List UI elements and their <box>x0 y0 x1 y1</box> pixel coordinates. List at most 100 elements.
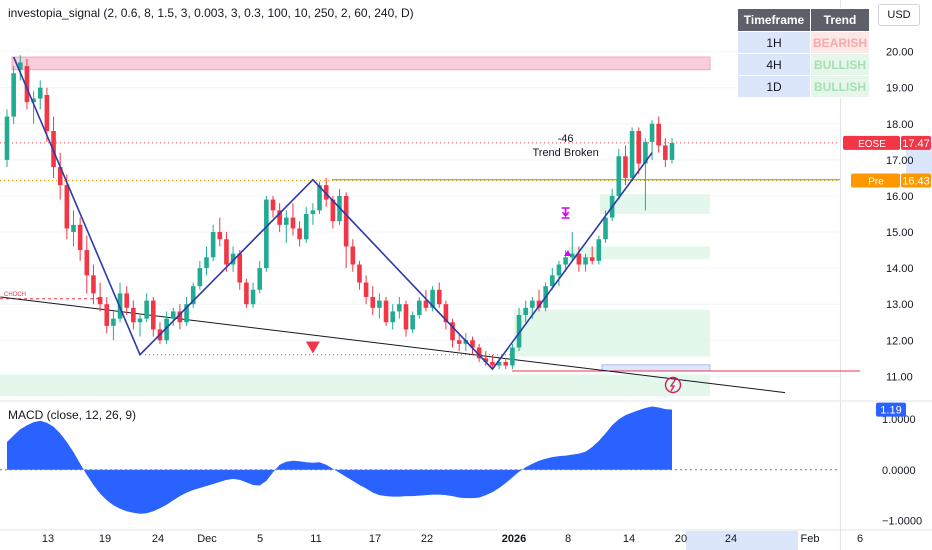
y-tick-label: 20.00 <box>886 47 914 59</box>
candle <box>57 167 63 186</box>
y-tick-label: 17.00 <box>886 155 914 167</box>
candle <box>443 304 449 323</box>
trend-table-trend: BEARISH <box>810 31 870 54</box>
candle <box>224 239 229 265</box>
candle <box>430 289 435 308</box>
candle <box>18 62 23 70</box>
candle <box>663 145 668 160</box>
trend-table-header: Timeframe Trend <box>737 8 870 32</box>
macd-tick-label: −1.0000 <box>882 515 922 527</box>
candle <box>343 195 349 247</box>
x-tick-label: 14 <box>623 533 635 545</box>
candle <box>410 315 415 330</box>
candle <box>496 361 502 366</box>
demand-zone <box>514 309 710 357</box>
y-tick-label: 11.00 <box>886 371 913 383</box>
trend-table-timeframe: 1H <box>737 31 811 54</box>
candle <box>569 253 575 258</box>
candle <box>71 224 76 233</box>
candle <box>284 217 289 225</box>
trend-table-header-timeframe: Timeframe <box>737 8 811 32</box>
macd-pane[interactable] <box>0 406 840 514</box>
candle <box>483 358 489 362</box>
candle <box>210 232 216 258</box>
macd-value-badge: 1.19 <box>880 405 901 417</box>
candle <box>603 217 608 240</box>
candle <box>556 264 562 276</box>
price-badge-value-bg <box>901 135 931 150</box>
candle <box>510 347 515 366</box>
candle <box>403 304 409 330</box>
candle <box>277 210 282 225</box>
candle <box>237 253 243 283</box>
candle <box>536 300 542 308</box>
candle <box>436 289 442 305</box>
x-tick-label: 20 <box>675 533 687 545</box>
x-tick-label: 17 <box>369 533 381 545</box>
price-badge-value-bg <box>901 173 931 188</box>
candle <box>124 293 129 308</box>
candle <box>131 307 136 323</box>
trend-table-timeframe: 4H <box>737 53 811 76</box>
candle <box>230 253 236 265</box>
candle <box>323 185 329 200</box>
demand-zone <box>600 194 710 214</box>
candle <box>456 340 462 344</box>
candle <box>550 275 555 287</box>
candle <box>417 300 422 316</box>
x-tick-label: 6 <box>857 533 863 545</box>
time-selection-range <box>686 531 798 550</box>
candle <box>177 311 183 323</box>
candle <box>164 318 169 341</box>
candle <box>370 296 376 308</box>
macd-title[interactable]: MACD (close, 12, 26, 9) <box>8 408 137 422</box>
candle <box>144 300 149 319</box>
y-tick-label: 19.00 <box>886 83 914 95</box>
candle <box>257 268 262 290</box>
signal-marker-icon <box>564 250 571 256</box>
candle <box>104 304 110 326</box>
macd-area <box>7 406 672 514</box>
candle <box>530 300 535 308</box>
x-tick-label: Dec <box>197 533 217 545</box>
trend-value-label: -46 <box>558 133 574 145</box>
candle <box>357 264 362 283</box>
x-tick-label: 11 <box>310 533 321 545</box>
candle <box>523 307 528 316</box>
candle <box>490 361 495 366</box>
candle <box>24 66 30 103</box>
candle <box>576 253 582 265</box>
y-tick-label: 18.00 <box>886 119 914 131</box>
price-badge-label: Pre <box>868 176 884 187</box>
lightning-bolt-icon <box>669 379 676 392</box>
candle <box>137 318 143 323</box>
y-tick-label: 12.00 <box>886 335 914 347</box>
candle <box>97 296 103 305</box>
supply-zone <box>11 56 711 71</box>
candle <box>290 217 296 229</box>
x-tick-label: 2026 <box>502 533 526 545</box>
candle <box>44 94 50 132</box>
macd-tick-label: 1.0000 <box>882 414 916 426</box>
candle <box>250 289 256 305</box>
candle <box>91 275 96 294</box>
candle <box>244 282 249 305</box>
candle <box>583 257 588 265</box>
trend-table-row: 4H BULLISH <box>737 53 870 76</box>
candle <box>37 87 43 99</box>
x-tick-label: Feb <box>801 533 820 545</box>
y-tick-label: 13.00 <box>886 299 914 311</box>
candle <box>397 304 402 312</box>
currency-selector[interactable]: USD <box>878 4 920 26</box>
indicator-title[interactable]: investopia_signal (2, 0.6, 8, 1.5, 3, 0.… <box>8 6 414 20</box>
down-triangle-icon <box>305 341 320 354</box>
x-tick-label: 24 <box>725 533 737 545</box>
candle <box>629 131 635 178</box>
candle <box>643 141 648 164</box>
x-tick-label: 24 <box>152 533 164 545</box>
trend-table-trend: BULLISH <box>810 53 870 76</box>
candle <box>516 315 522 348</box>
price-badge-label-bg <box>851 173 900 188</box>
candle <box>636 131 642 164</box>
candle <box>184 304 189 323</box>
